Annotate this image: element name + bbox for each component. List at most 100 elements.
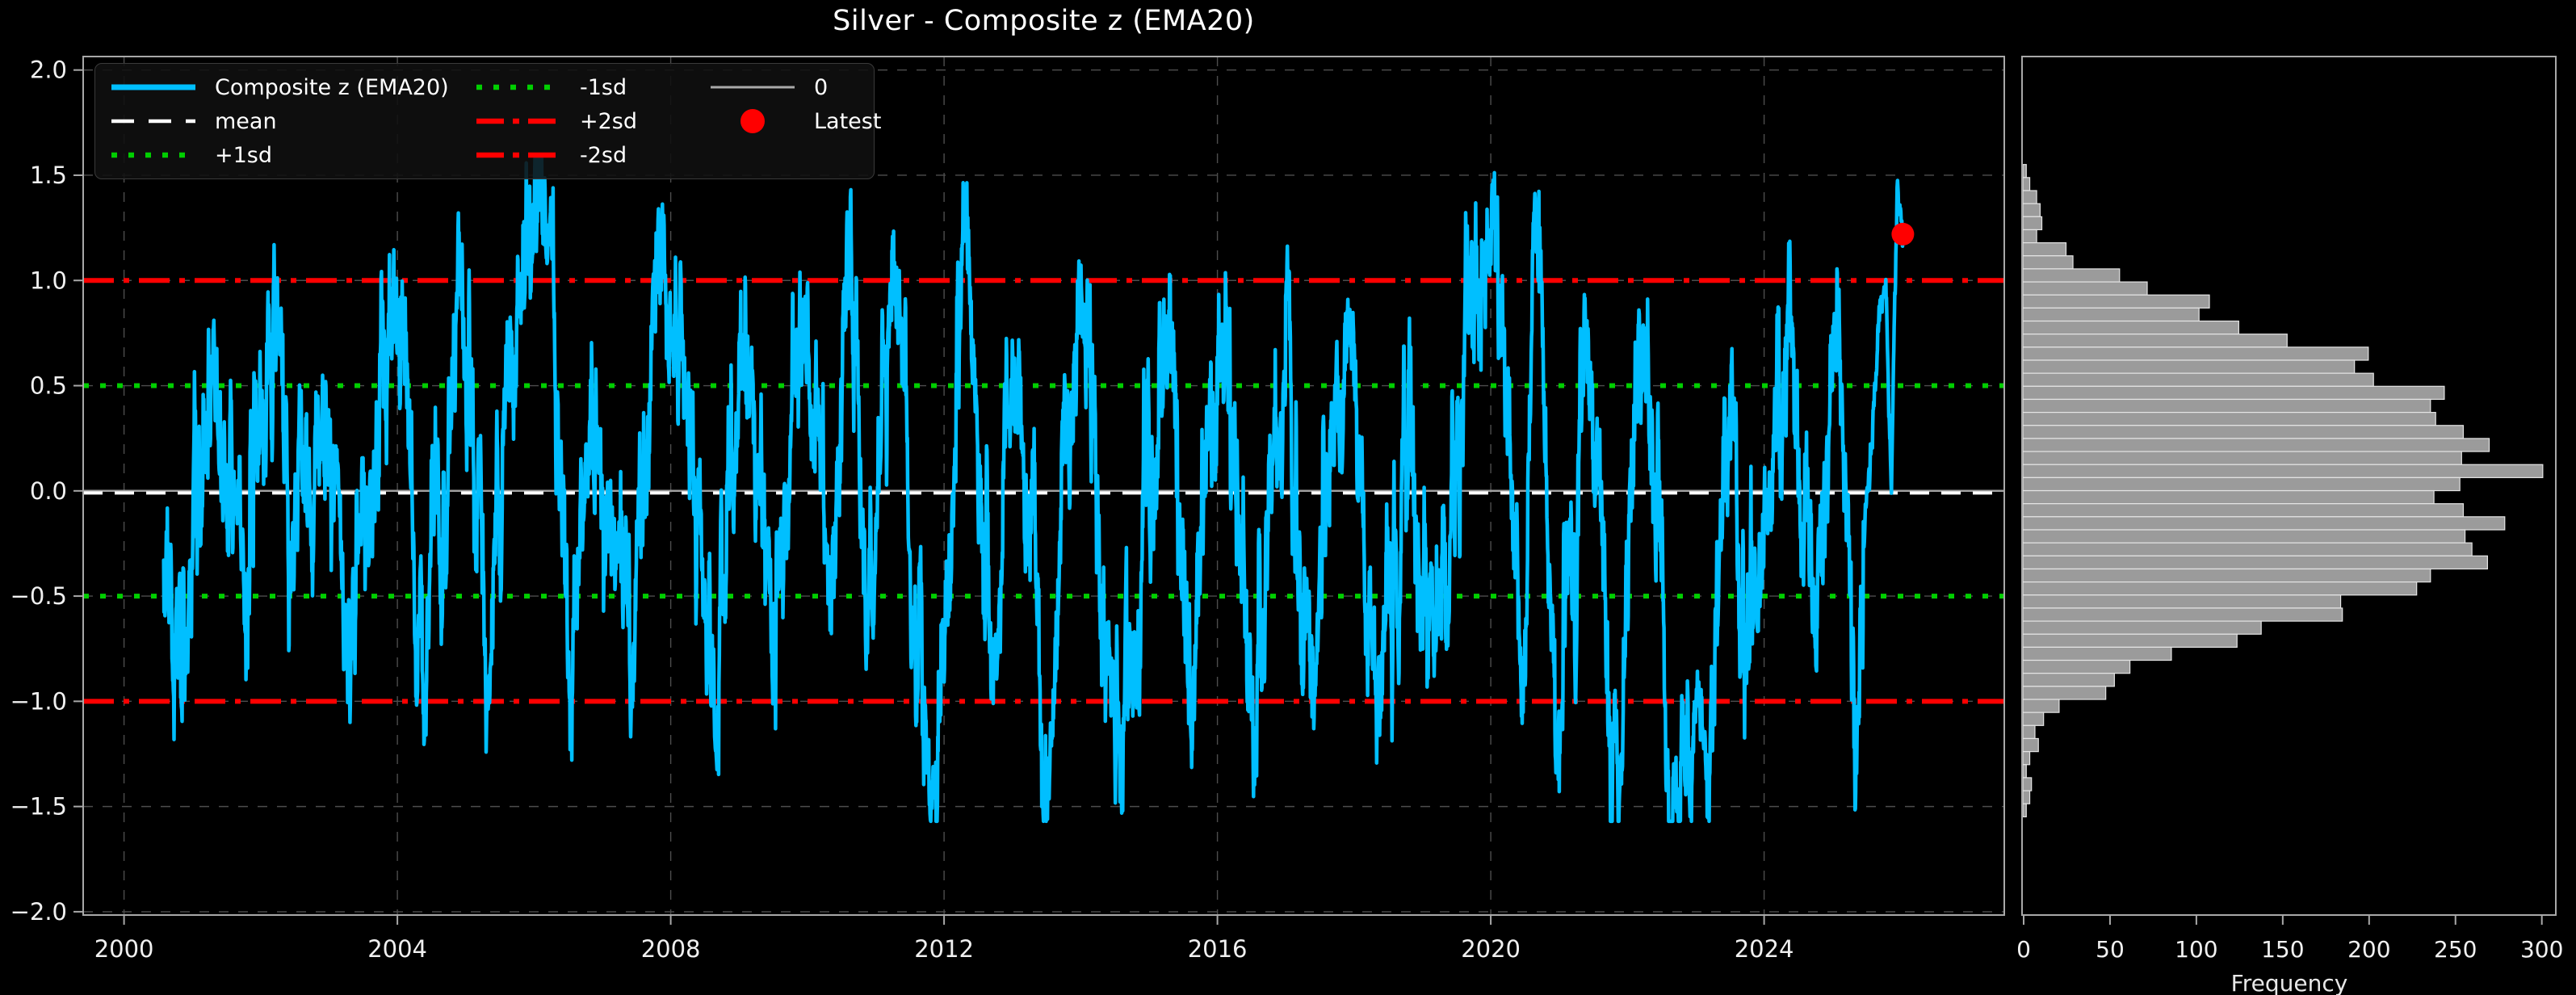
x-tick-label: 2008 [641, 935, 701, 963]
composite-z-line [162, 156, 1905, 824]
hist-bar [2022, 673, 2115, 687]
hist-bar [2022, 489, 2435, 505]
legend-label: +1sd [215, 142, 273, 168]
line-style-swatch-icon [111, 152, 195, 158]
hist-bar [2022, 503, 2465, 518]
hist-bar [2022, 359, 2356, 374]
hist-bar [2022, 398, 2431, 414]
x-tick-label: 2004 [367, 935, 427, 963]
hist-tick-label: 50 [2096, 936, 2125, 963]
hist-bar [2022, 699, 2060, 713]
page-title: Silver - Composite z (EMA20) [833, 5, 1255, 37]
hist-bar [2022, 438, 2490, 452]
x-tick-label: 2024 [1735, 935, 1794, 963]
hist-bar [2022, 255, 2074, 270]
hist-bar [2022, 164, 2027, 178]
legend-label: -2sd [580, 142, 627, 168]
line-style-swatch-icon [476, 152, 560, 158]
legend-label: Composite z (EMA20) [215, 74, 449, 100]
hist-bar [2022, 346, 2369, 361]
line-style-swatch-icon [711, 86, 795, 89]
hist-bar [2022, 633, 2238, 648]
histogram-panel-border [2021, 56, 2557, 916]
legend-label: +2sd [580, 108, 638, 134]
legend-entry--1sd: +1sd [108, 138, 473, 172]
legend-label: 0 [814, 74, 829, 100]
hist-bar [2022, 542, 2473, 556]
legend-entry-mean: mean [108, 104, 473, 138]
hist-bar [2022, 242, 2067, 257]
hist-bar [2022, 751, 2031, 766]
x-tick-label: 2016 [1188, 935, 1248, 963]
hist-tick-label: 250 [2434, 936, 2477, 963]
hist-bar [2022, 594, 2342, 609]
hist-bar [2022, 790, 2031, 804]
line-style-swatch-icon [476, 118, 560, 124]
hist-tick-label: 0 [2016, 936, 2031, 963]
legend-entry--2sd: -2sd [473, 138, 707, 172]
composite-z-line-group [162, 156, 1915, 824]
hist-bar [2022, 529, 2466, 544]
hist-bar [2022, 229, 2037, 244]
hist-bar [2022, 607, 2343, 622]
hist-bar [2022, 646, 2172, 661]
y-tick-label: −1.5 [10, 793, 67, 821]
x-tick-label: 2020 [1461, 935, 1521, 963]
legend-entry-composite-z-ema20-: Composite z (EMA20) [108, 70, 473, 104]
hist-bar [2022, 268, 2121, 283]
histogram-xlabel: Frequency [2231, 970, 2348, 995]
hist-bar [2022, 477, 2461, 492]
y-tick-label: 2.0 [30, 57, 67, 84]
y-tick-label: −1.0 [10, 687, 67, 715]
line-style-swatch-icon [476, 84, 560, 90]
hist-tick-label: 150 [2261, 936, 2304, 963]
y-tick-label: 1.0 [30, 267, 67, 294]
timeseries-axes: 2.0 1.5 1.0 0.5 0.0 −0.5 −1.0 −1.5 −2.0 2000 2004 2… [10, 56, 2005, 963]
y-tick-label: −2.0 [10, 898, 67, 926]
hist-bar [2022, 216, 2043, 231]
hist-bar [2022, 724, 2036, 740]
legend-entry-latest: Latest [707, 104, 881, 138]
x-tick-label: 2000 [94, 935, 154, 963]
legend-label: Latest [814, 108, 882, 134]
hist-bar [2022, 177, 2031, 191]
line-style-swatch-icon [111, 84, 195, 90]
histogram-axes: 0 50 100 150 200 250 300 [2016, 56, 2563, 963]
hist-bar [2022, 712, 2045, 726]
legend-entry--1sd: -1sd [473, 70, 707, 104]
y-tick-label: 0.0 [30, 477, 67, 505]
hist-bar [2022, 385, 2445, 401]
legend-label: -1sd [580, 74, 627, 100]
hist-bar [2022, 659, 2131, 674]
hist-bar [2022, 737, 2039, 753]
y-tick-label: 1.5 [30, 162, 67, 189]
hist-bar [2022, 777, 2033, 791]
legend-entry--2sd: +2sd [473, 104, 707, 138]
y-tick-label: 0.5 [30, 372, 67, 400]
hist-bar [2022, 581, 2418, 596]
hist-bar [2022, 334, 2288, 348]
legend-box: Composite z (EMA20) mean +1sd -1sd +2sd -2sd 0… [94, 63, 881, 179]
hist-bar [2022, 686, 2107, 700]
hist-bar [2022, 320, 2239, 335]
hist-tick-label: 100 [2175, 936, 2217, 963]
line-style-swatch-icon [111, 119, 195, 124]
hist-bar [2022, 464, 2544, 478]
hist-bar [2022, 555, 2488, 570]
x-tick-label: 2012 [914, 935, 974, 963]
hist-bar [2022, 412, 2436, 426]
latest-point-marker [1891, 222, 1915, 246]
y-tick-label: −0.5 [10, 582, 67, 610]
hist-bar [2022, 803, 2027, 817]
latest-marker-swatch-icon [740, 109, 765, 133]
hist-bar [2022, 281, 2148, 296]
hist-bar [2022, 620, 2262, 635]
hist-bar [2022, 190, 2037, 204]
histogram-bars-group [2022, 164, 2544, 817]
hist-bar [2022, 425, 2465, 439]
hist-tick-label: 300 [2520, 936, 2563, 963]
hist-bar [2022, 451, 2462, 465]
hist-bar [2022, 568, 2431, 583]
